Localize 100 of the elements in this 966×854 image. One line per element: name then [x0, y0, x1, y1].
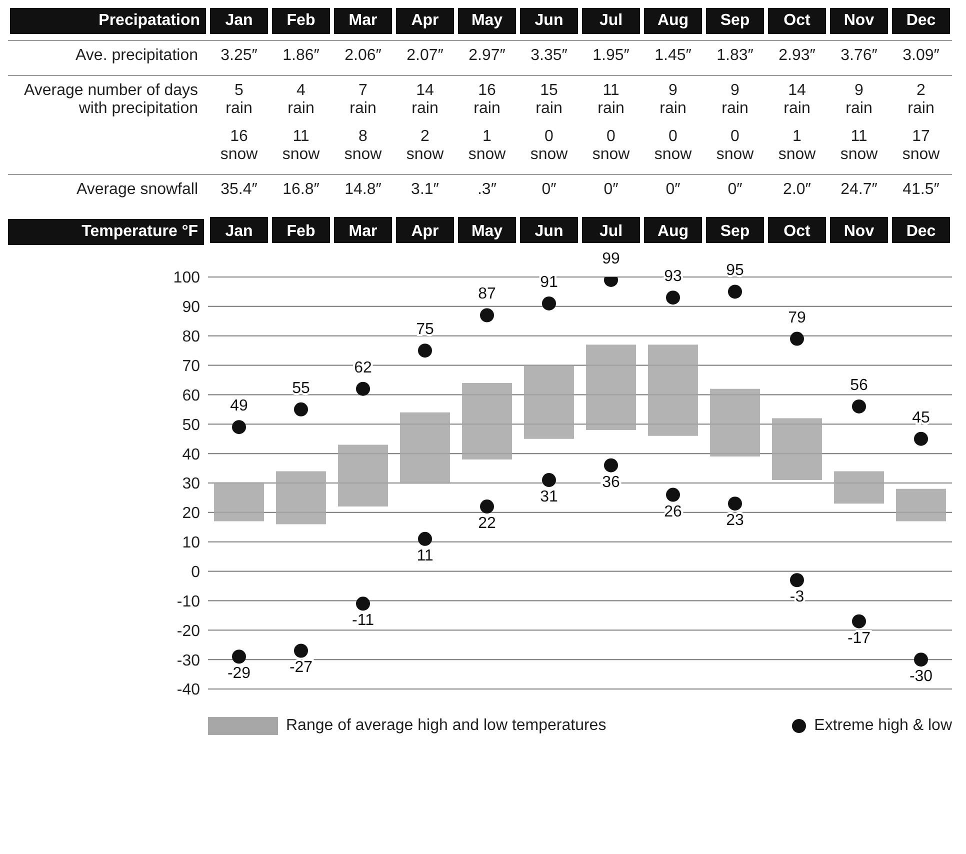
y-tick-label: 50: [182, 416, 200, 434]
data-label: 2.93″: [778, 47, 816, 65]
data-label: 91: [540, 274, 558, 291]
data-label: 35.4″: [220, 181, 258, 199]
y-tick-label: 10: [182, 534, 200, 552]
y-tick-label: 40: [182, 446, 200, 464]
bar: [338, 444, 388, 507]
category-label: Feb: [272, 8, 330, 34]
data-label: 3.25″: [220, 47, 258, 65]
x-tick-label: May: [471, 223, 503, 240]
data-label: 14 rain: [784, 82, 810, 118]
y-tick-label: -20: [176, 622, 200, 640]
category-label: Oct: [768, 8, 826, 34]
x-tick-label: Sep: [720, 223, 750, 240]
x-tick-label: Feb: [286, 223, 316, 240]
data-label: 95: [726, 262, 744, 280]
bar: [462, 382, 512, 460]
data-label: 9 rain: [846, 82, 872, 118]
data-label: 1.95″: [592, 47, 630, 65]
data-label: 5 rain: [226, 82, 252, 118]
data-label: 17 snow: [902, 128, 940, 164]
data-label: 24.7″: [840, 181, 878, 199]
chart-title: Temperature °F: [8, 219, 204, 245]
x-tick-label: Oct: [784, 223, 812, 240]
data-label: -29: [227, 665, 251, 682]
data-label: 14.8″: [344, 181, 382, 199]
data-label: 9 rain: [660, 82, 686, 118]
x-tick-label: Aug: [657, 223, 689, 240]
data-label: 1.83″: [716, 47, 754, 65]
data-label: -30: [909, 668, 933, 686]
data-label: -17: [847, 630, 871, 647]
data-label: 1.86″: [282, 47, 320, 65]
bar: [648, 344, 698, 436]
y-tick-label: 90: [182, 299, 200, 316]
data-label: 3.76″: [840, 47, 878, 65]
data-label: 1 snow: [778, 128, 816, 164]
bar: [834, 471, 884, 504]
y-tick-label: 0: [191, 564, 200, 581]
category-label: Aug: [644, 8, 702, 34]
legend-label: Range of average high and low temperatures: [286, 717, 606, 735]
data-label: 11 snow: [282, 128, 320, 164]
category-label: Mar: [334, 8, 392, 34]
text: Average number of days with precipitation: [22, 82, 199, 118]
data-label: 11: [416, 547, 434, 564]
category-label: May: [458, 8, 516, 34]
category-label: Dec: [892, 8, 950, 34]
data-label: 11 snow: [840, 128, 878, 164]
y-tick-label: 30: [182, 476, 200, 493]
y-tick-label: -10: [176, 593, 200, 610]
y-tick-label: -30: [176, 652, 200, 670]
x-tick-label: Jan: [225, 223, 253, 240]
data-label: 2.07″: [406, 47, 444, 65]
data-label: 2.0″: [783, 181, 811, 199]
y-tick-label: 70: [182, 358, 200, 375]
data-label: 45: [912, 409, 930, 426]
data-label: -11: [352, 612, 374, 630]
x-tick-label: Apr: [411, 223, 439, 240]
category-label: Apr: [396, 8, 454, 34]
text: Average snowfall: [75, 181, 199, 199]
category-label: Nov: [830, 8, 888, 34]
data-label: 3.09″: [902, 47, 940, 65]
data-label: 8 snow: [344, 128, 382, 164]
x-tick-label: Mar: [348, 223, 378, 240]
data-label: 15 rain: [536, 82, 562, 118]
data-label: 0 snow: [716, 128, 754, 164]
y-tick-label: 100: [173, 270, 200, 287]
data-label: 1.45″: [654, 47, 692, 65]
data-label: .3″: [477, 181, 496, 199]
bar: [896, 488, 946, 522]
bar: [710, 388, 760, 457]
category-label: Sep: [706, 8, 764, 34]
data-label: 31: [540, 488, 558, 506]
data-label: 41.5″: [902, 181, 940, 199]
data-label: 0 snow: [592, 128, 630, 164]
category-label: Jul: [582, 8, 640, 34]
data-label: 2 snow: [406, 128, 444, 164]
data-label: 1 snow: [468, 128, 506, 164]
bar: [772, 418, 822, 480]
y-tick-label: 20: [182, 505, 200, 522]
data-label: 87: [478, 286, 496, 303]
data-label: 7 rain: [350, 82, 376, 118]
data-label: 0″: [728, 181, 742, 199]
data-label: 4 rain: [288, 82, 314, 118]
y-tick-label: 60: [182, 387, 200, 404]
data-label: 55: [292, 380, 310, 397]
data-label: 16 snow: [220, 128, 258, 164]
data-label: 2.97″: [468, 47, 506, 65]
data-label: 0″: [666, 181, 680, 199]
data-label: 9 rain: [722, 82, 748, 118]
category-label: Jun: [520, 8, 578, 34]
data-label: 3.1″: [411, 181, 439, 199]
x-tick-label: Jul: [599, 223, 623, 240]
data-label: 56: [850, 376, 868, 394]
data-label: 0″: [542, 181, 556, 199]
x-tick-label: Dec: [906, 223, 936, 240]
y-tick-label: -40: [176, 682, 200, 699]
x-tick-label: Jun: [534, 223, 564, 240]
bar: [400, 412, 450, 483]
bar: [214, 483, 264, 522]
data-label: 22: [478, 515, 496, 532]
